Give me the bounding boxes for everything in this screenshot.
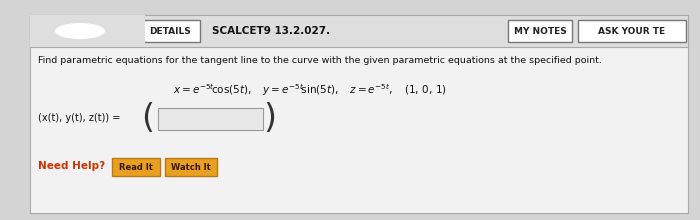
FancyBboxPatch shape: [140, 20, 200, 42]
Text: Find parametric equations for the tangent line to the curve with the given param: Find parametric equations for the tangen…: [38, 56, 602, 65]
FancyBboxPatch shape: [165, 158, 217, 176]
Text: (x(t), y(t), z(t)) =: (x(t), y(t), z(t)) =: [38, 113, 120, 123]
Text: Watch It: Watch It: [171, 163, 211, 172]
Text: Read It: Read It: [119, 163, 153, 172]
FancyBboxPatch shape: [112, 158, 160, 176]
Text: (: (: [141, 103, 155, 136]
Text: ASK YOUR TE: ASK YOUR TE: [598, 26, 666, 35]
Text: $x = e^{-5t}\!\cos(5t),\quad y = e^{-5t}\!\sin(5t),\quad z = e^{-5t},\quad (1,\,: $x = e^{-5t}\!\cos(5t),\quad y = e^{-5t}…: [173, 82, 447, 98]
FancyBboxPatch shape: [578, 20, 686, 42]
FancyBboxPatch shape: [30, 15, 145, 47]
FancyBboxPatch shape: [30, 15, 688, 213]
FancyBboxPatch shape: [30, 15, 688, 47]
Text: MY NOTES: MY NOTES: [514, 26, 566, 35]
Text: SCALCET9 13.2.027.: SCALCET9 13.2.027.: [212, 26, 330, 36]
FancyBboxPatch shape: [508, 20, 572, 42]
Ellipse shape: [55, 23, 105, 39]
Text: Need Help?: Need Help?: [38, 161, 105, 171]
Text: ): ): [263, 103, 276, 136]
Text: DETAILS: DETAILS: [149, 26, 191, 35]
FancyBboxPatch shape: [158, 108, 263, 130]
